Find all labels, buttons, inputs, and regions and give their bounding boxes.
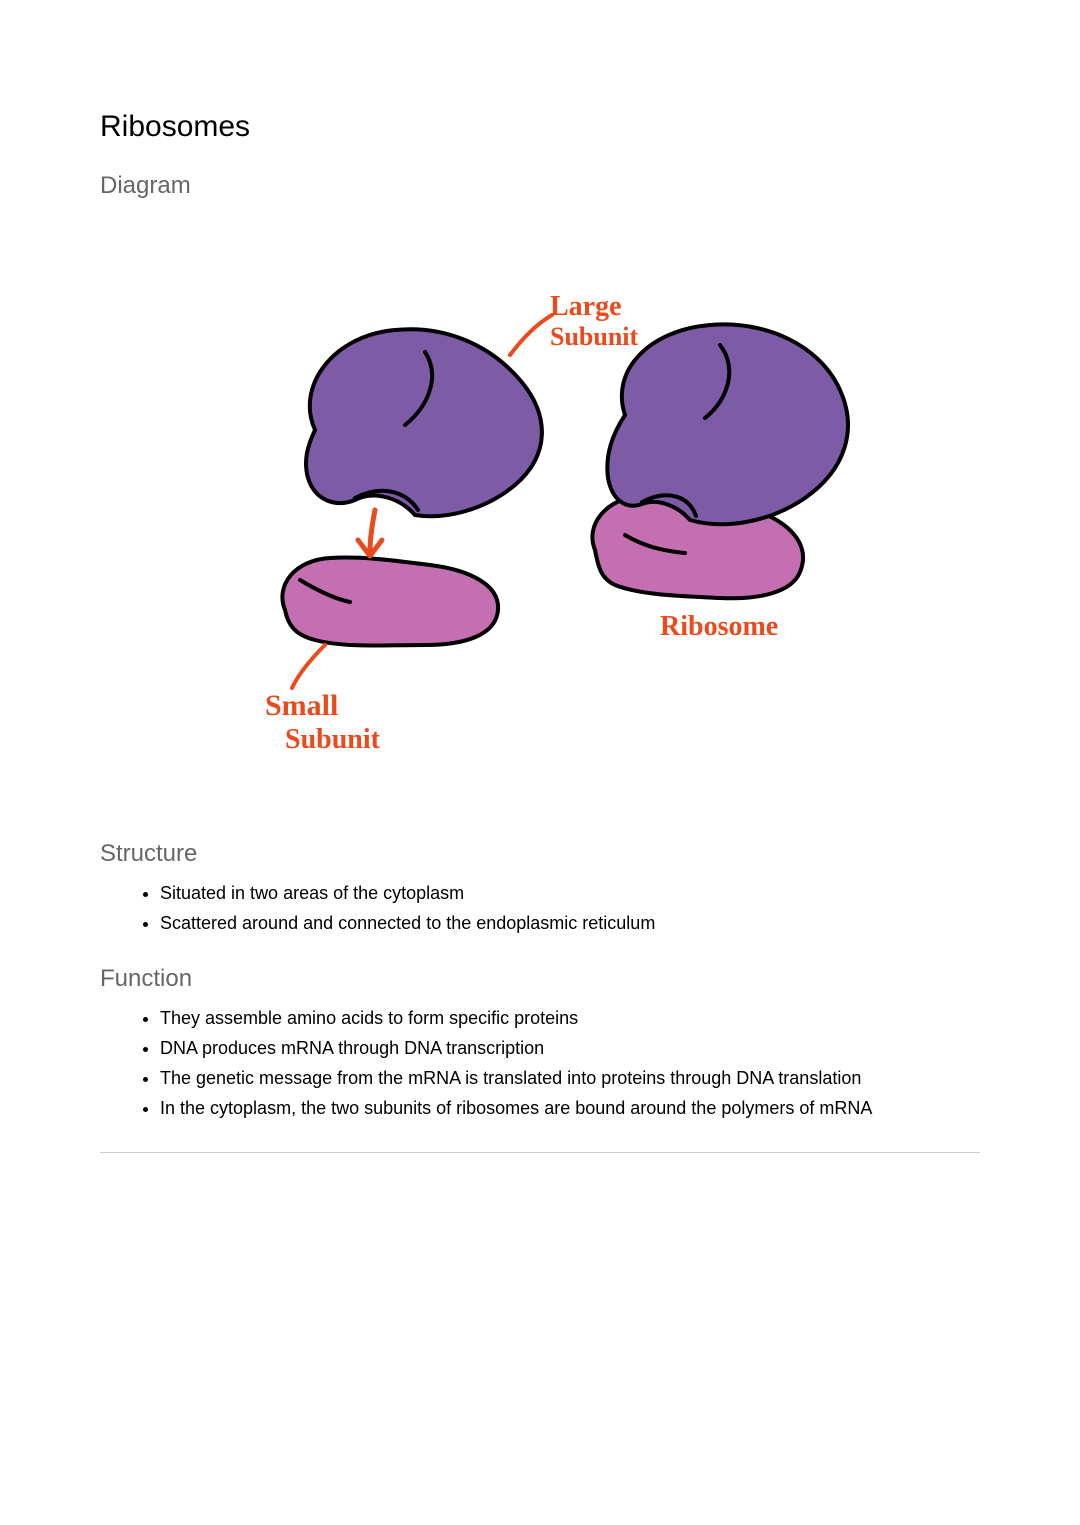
down-arrow-shaft — [370, 510, 375, 552]
structure-list: Situated in two areas of the cytoplasm S… — [100, 880, 980, 937]
list-item: In the cytoplasm, the two subunits of ri… — [160, 1095, 980, 1122]
list-item: The genetic message from the mRNA is tra… — [160, 1065, 980, 1092]
left-small-subunit-shape — [282, 557, 498, 645]
large-subunit-leader — [510, 315, 552, 355]
section-heading-diagram: Diagram — [100, 172, 980, 200]
label-small-line1: Small — [265, 689, 338, 722]
list-item: They assemble amino acids to form specif… — [160, 1005, 980, 1032]
ribosome-diagram: Large Subunit Small Subunit Ribosome — [100, 240, 980, 800]
list-item: Situated in two areas of the cytoplasm — [160, 880, 980, 907]
list-item: Scattered around and connected to the en… — [160, 910, 980, 937]
label-ribosome: Ribosome — [660, 611, 778, 642]
horizontal-rule — [100, 1152, 980, 1153]
section-heading-structure: Structure — [100, 840, 980, 868]
function-list: They assemble amino acids to form specif… — [100, 1005, 980, 1122]
page-title: Ribosomes — [100, 110, 980, 144]
small-subunit-leader — [292, 645, 325, 688]
list-item: DNA produces mRNA through DNA transcript… — [160, 1035, 980, 1062]
label-large-line2: Subunit — [550, 322, 639, 351]
left-large-subunit-shape — [306, 329, 542, 516]
label-small-line2: Subunit — [285, 724, 381, 755]
label-large-line1: Large — [550, 291, 622, 322]
section-heading-function: Function — [100, 965, 980, 993]
document-page: Ribosomes Diagram Large Subu — [0, 0, 1080, 1213]
diagram-svg: Large Subunit Small Subunit Ribosome — [180, 240, 900, 800]
